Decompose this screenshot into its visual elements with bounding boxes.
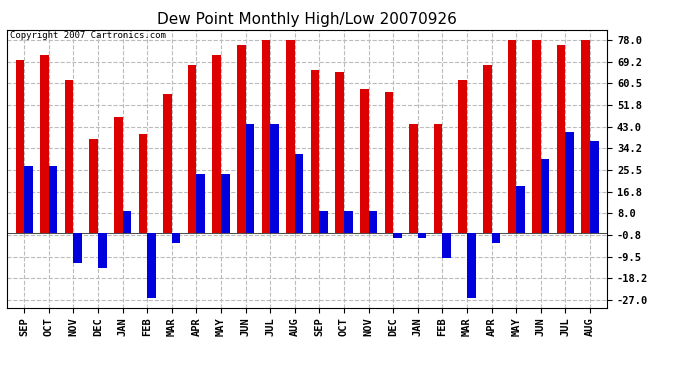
Bar [368, 211, 377, 233]
Bar [582, 40, 590, 233]
Bar [491, 233, 500, 243]
Bar [89, 139, 98, 233]
Bar [15, 60, 24, 233]
Bar [541, 159, 549, 233]
Bar [73, 233, 82, 263]
Bar [516, 186, 525, 233]
Bar [508, 40, 516, 233]
Bar [49, 166, 57, 233]
Bar [434, 124, 442, 233]
Bar [114, 117, 123, 233]
Bar [360, 90, 368, 233]
Bar [139, 134, 147, 233]
Bar [483, 64, 491, 233]
Bar [237, 45, 246, 233]
Bar [24, 166, 32, 233]
Text: Copyright 2007 Cartronics.com: Copyright 2007 Cartronics.com [10, 32, 166, 40]
Bar [590, 141, 599, 233]
Bar [163, 94, 172, 233]
Bar [123, 211, 131, 233]
Bar [467, 233, 475, 298]
Bar [172, 233, 180, 243]
Bar [286, 40, 295, 233]
Bar [197, 174, 205, 233]
Bar [221, 174, 230, 233]
Bar [310, 70, 319, 233]
Bar [409, 124, 417, 233]
Bar [565, 132, 574, 233]
Bar [335, 72, 344, 233]
Bar [98, 233, 106, 268]
Bar [393, 233, 402, 238]
Bar [417, 233, 426, 238]
Bar [270, 124, 279, 233]
Title: Dew Point Monthly High/Low 20070926: Dew Point Monthly High/Low 20070926 [157, 12, 457, 27]
Bar [188, 64, 197, 233]
Bar [246, 124, 254, 233]
Bar [458, 80, 467, 233]
Bar [65, 80, 73, 233]
Bar [295, 154, 304, 233]
Bar [532, 40, 541, 233]
Bar [557, 45, 565, 233]
Bar [213, 55, 221, 233]
Bar [384, 92, 393, 233]
Bar [319, 211, 328, 233]
Bar [344, 211, 353, 233]
Bar [40, 55, 49, 233]
Bar [147, 233, 156, 298]
Bar [442, 233, 451, 258]
Bar [262, 40, 270, 233]
